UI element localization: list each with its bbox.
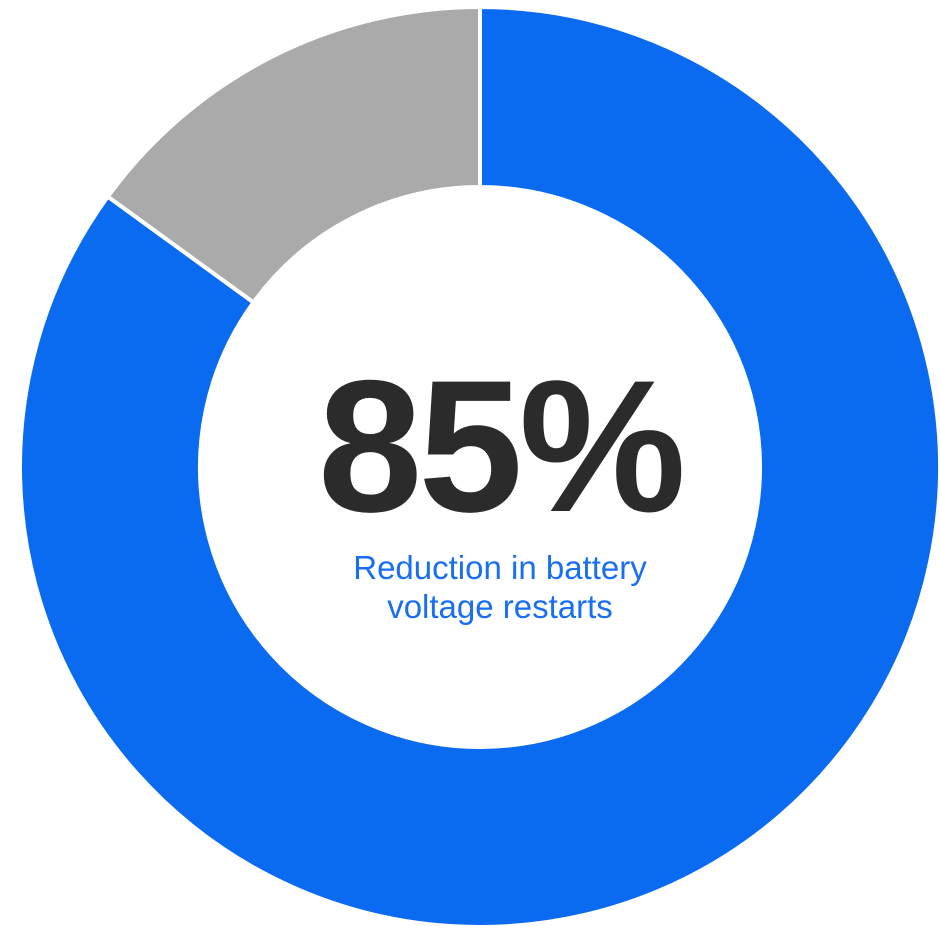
center-label: Reduction in battery voltage restarts [353,549,647,625]
center-value: 85% [317,341,686,551]
donut-slice-1 [105,4,482,306]
center-callout: 85% Reduction in battery voltage restart… [270,352,730,626]
